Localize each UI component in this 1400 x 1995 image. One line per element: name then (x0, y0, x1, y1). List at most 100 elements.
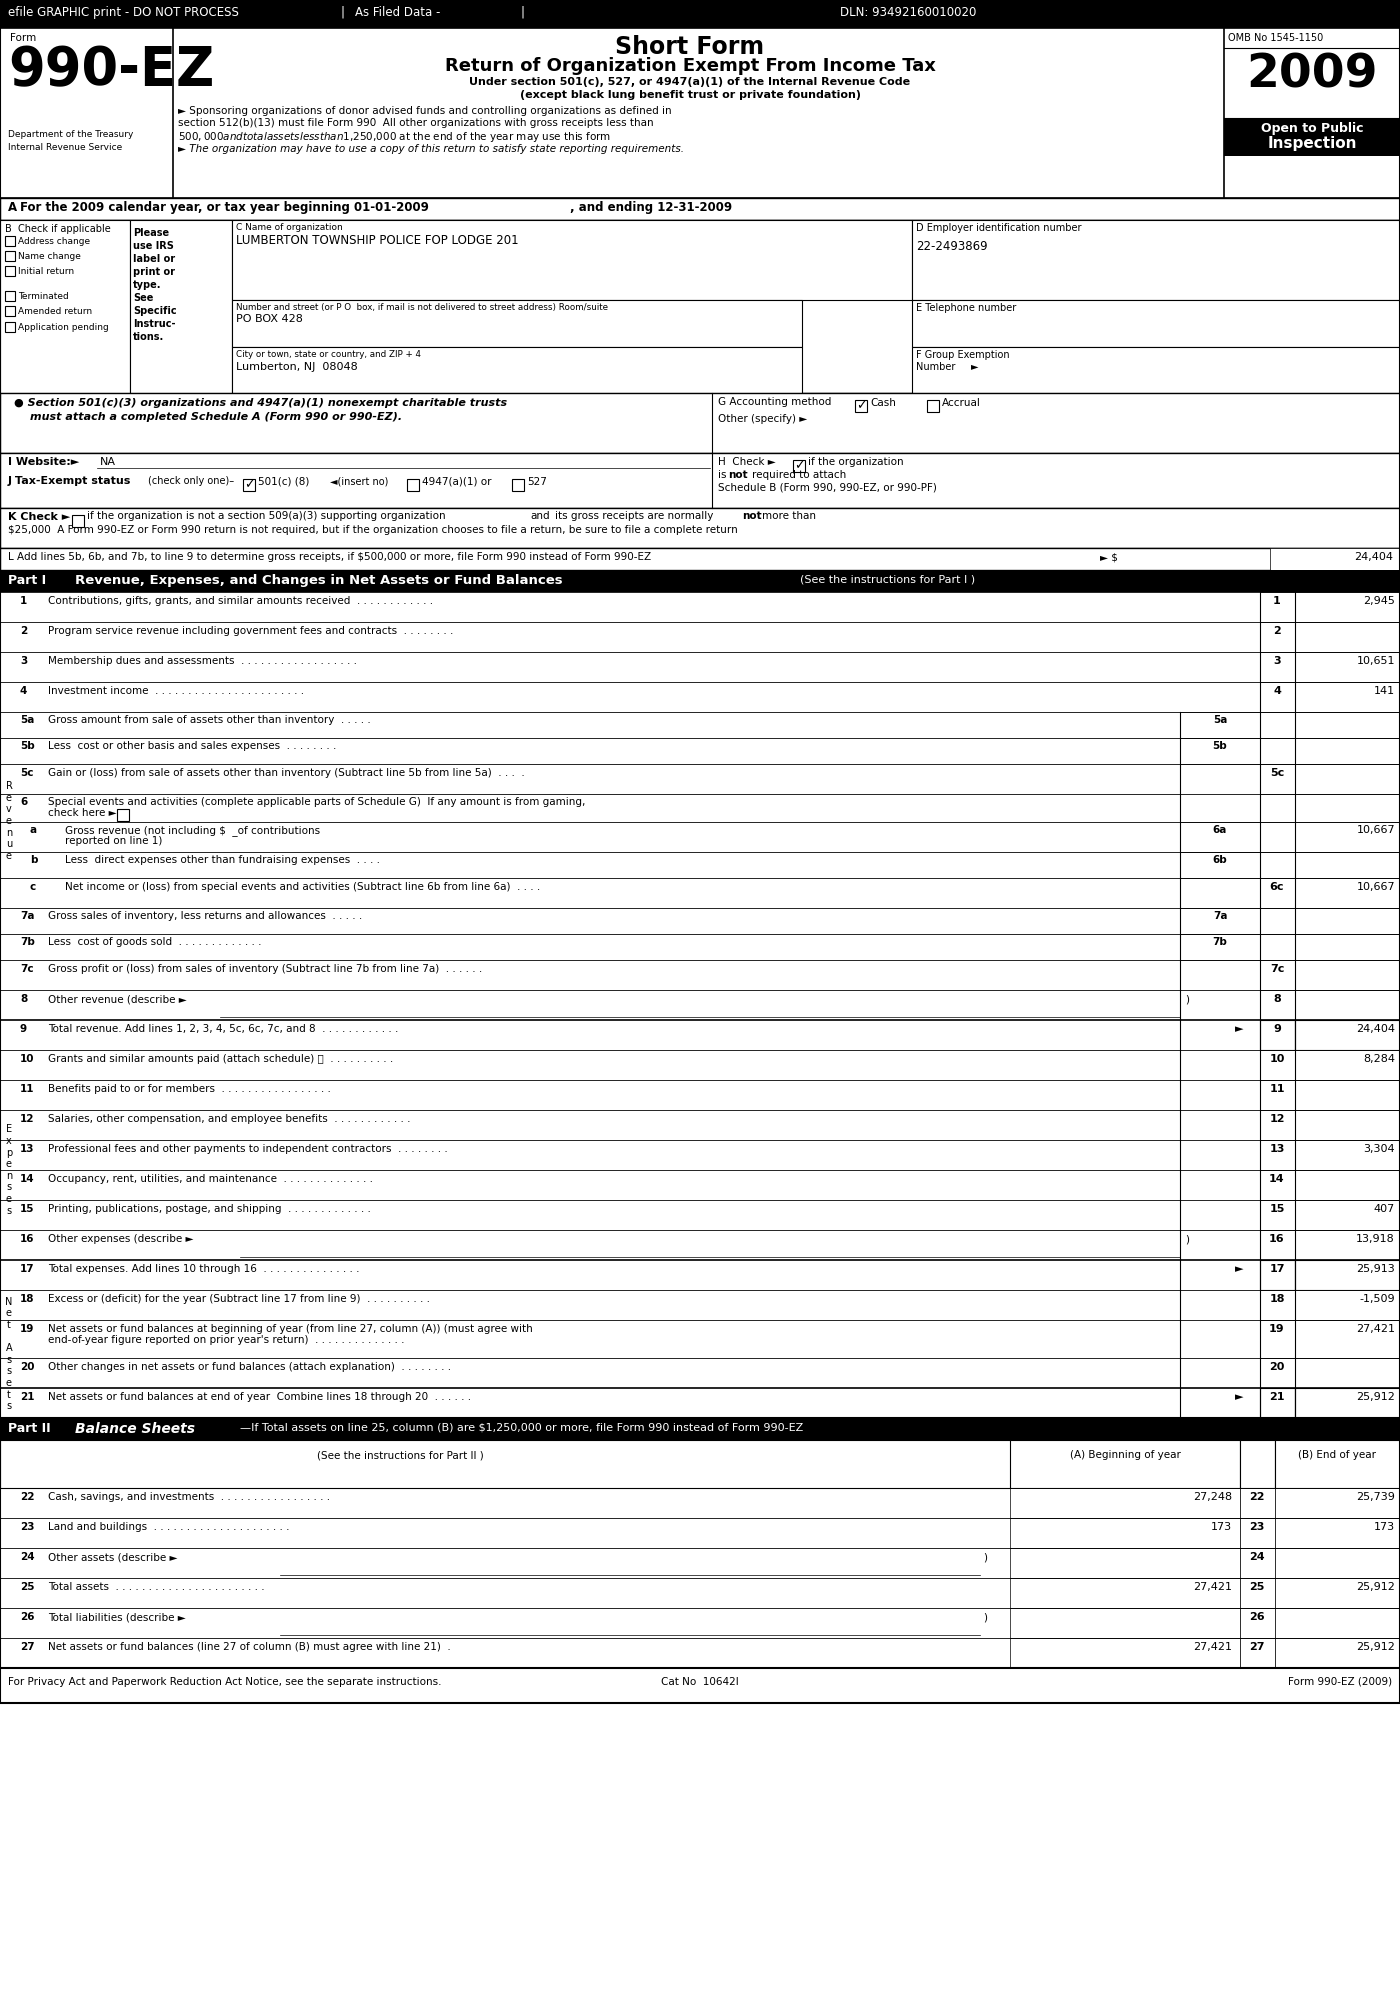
Bar (1260, 712, 1400, 738)
Text: 24: 24 (20, 1552, 35, 1562)
Text: 20: 20 (20, 1363, 35, 1373)
Text: Number     ►: Number ► (916, 361, 979, 371)
Text: Net assets or fund balances at end of year  Combine lines 18 through 20  . . . .: Net assets or fund balances at end of ye… (48, 1393, 472, 1402)
Text: 22: 22 (20, 1492, 35, 1502)
Text: 27,421: 27,421 (1193, 1582, 1232, 1592)
Bar (1295, 1359, 1400, 1389)
Text: F Group Exemption: F Group Exemption (916, 349, 1009, 359)
Text: 25: 25 (1249, 1582, 1264, 1592)
Text: 21: 21 (20, 1393, 35, 1402)
Bar (1260, 1359, 1295, 1389)
Bar (911, 219, 1400, 299)
Text: Lumberton, NJ  08048: Lumberton, NJ 08048 (237, 361, 358, 371)
Bar (0, 571, 1400, 593)
Bar (1180, 852, 1260, 878)
Text: (check only one)–: (check only one)– (148, 477, 234, 487)
Text: efile GRAPHIC print - DO NOT PROCESS: efile GRAPHIC print - DO NOT PROCESS (8, 6, 239, 20)
Text: end-of-year figure reported on prior year's return)  . . . . . . . . . . . . . .: end-of-year figure reported on prior yea… (48, 1335, 405, 1345)
Text: |: | (340, 6, 344, 20)
Text: 10,651: 10,651 (1357, 656, 1394, 666)
Bar (1260, 1261, 1295, 1291)
Text: PO BOX 428: PO BOX 428 (237, 313, 302, 323)
Text: Professional fees and other payments to independent contractors  . . . . . . . .: Professional fees and other payments to … (48, 1143, 448, 1153)
Text: LUMBERTON TOWNSHIP POLICE FOP LODGE 201: LUMBERTON TOWNSHIP POLICE FOP LODGE 201 (237, 233, 518, 247)
Text: Grants and similar amounts paid (attach schedule) 🌀  . . . . . . . . . .: Grants and similar amounts paid (attach … (48, 1053, 393, 1063)
Text: 25,912: 25,912 (1357, 1393, 1394, 1402)
Bar (1180, 738, 1260, 764)
Text: 12: 12 (20, 1113, 35, 1123)
Text: Please: Please (133, 227, 169, 237)
Text: Other changes in net assets or fund balances (attach explanation)  . . . . . . .: Other changes in net assets or fund bala… (48, 1363, 451, 1373)
Bar (1275, 1488, 1400, 1518)
Text: 14: 14 (1270, 1173, 1285, 1183)
Text: Balance Sheets: Balance Sheets (76, 1422, 195, 1436)
Bar (6, 291, 15, 301)
Text: Salaries, other compensation, and employee benefits  . . . . . . . . . . . .: Salaries, other compensation, and employ… (48, 1113, 410, 1123)
Bar (1224, 118, 1400, 156)
Text: As Filed Data -: As Filed Data - (356, 6, 441, 20)
Text: Amended return: Amended return (18, 307, 92, 315)
Text: ✓: ✓ (244, 479, 255, 491)
Text: 19: 19 (1270, 1325, 1285, 1335)
Text: 26: 26 (20, 1612, 35, 1622)
Text: 4: 4 (1273, 686, 1281, 696)
Text: 15: 15 (20, 1205, 35, 1215)
Text: Other expenses (describe ►: Other expenses (describe ► (48, 1235, 193, 1245)
Text: 501(c) (8): 501(c) (8) (258, 477, 309, 487)
Text: Cat No  10642I: Cat No 10642I (661, 1678, 739, 1688)
Bar (1295, 990, 1400, 1019)
Text: 21: 21 (1270, 1393, 1285, 1402)
Text: J Tax-Exempt status: J Tax-Exempt status (8, 477, 132, 487)
Text: 10,667: 10,667 (1357, 826, 1394, 836)
Text: R
e
v
e
n
u
e: R e v e n u e (6, 782, 13, 860)
Text: 11: 11 (1270, 1083, 1285, 1093)
Text: 527: 527 (526, 477, 547, 487)
Bar (6, 235, 15, 245)
Text: Gross profit or (loss) from sales of inventory (Subtract line 7b from line 7a)  : Gross profit or (loss) from sales of inv… (48, 964, 482, 974)
Text: |: | (519, 6, 524, 20)
Bar (1260, 852, 1400, 878)
Bar (1295, 652, 1400, 682)
Text: 25,913: 25,913 (1357, 1265, 1394, 1275)
Text: $25,000  A Form 990-EZ or Form 990 return is not required, but if the organizati: $25,000 A Form 990-EZ or Form 990 return… (8, 525, 738, 535)
Text: 7c: 7c (20, 964, 34, 974)
Bar (1009, 1548, 1240, 1578)
Bar (0, 0, 1400, 28)
Text: 24: 24 (1249, 1552, 1264, 1562)
Text: G Accounting method: G Accounting method (718, 397, 832, 407)
Bar (1275, 1548, 1400, 1578)
Text: D Employer identification number: D Employer identification number (916, 223, 1081, 233)
Text: 9: 9 (1273, 1023, 1281, 1033)
Text: Open to Public: Open to Public (1261, 122, 1364, 136)
Bar (927, 401, 939, 413)
Text: (See the instructions for Part I ): (See the instructions for Part I ) (799, 575, 976, 585)
Bar (1180, 908, 1260, 934)
Text: City or town, state or country, and ZIP + 4: City or town, state or country, and ZIP … (237, 349, 421, 359)
Text: not: not (742, 511, 762, 521)
Text: 15: 15 (1270, 1205, 1285, 1215)
Text: Accrual: Accrual (942, 397, 981, 409)
Bar (0, 1440, 1400, 1488)
Text: 8: 8 (1273, 994, 1281, 1003)
Bar (6, 265, 15, 275)
Text: Other assets (describe ►: Other assets (describe ► (48, 1552, 178, 1562)
Text: 27: 27 (1249, 1642, 1264, 1652)
Bar (1295, 764, 1400, 794)
Bar (1180, 934, 1260, 960)
Text: 2: 2 (20, 626, 27, 636)
Text: 22-2493869: 22-2493869 (916, 239, 987, 253)
Text: Net income or (loss) from special events and activities (Subtract line 6b from l: Net income or (loss) from special events… (64, 882, 540, 892)
Bar (1260, 908, 1400, 934)
Bar (1260, 1019, 1295, 1049)
Text: ): ) (983, 1552, 987, 1562)
Text: Less  cost or other basis and sales expenses  . . . . . . . .: Less cost or other basis and sales expen… (48, 740, 336, 750)
Bar (1295, 1261, 1400, 1291)
Bar (1009, 1440, 1240, 1488)
Text: —If Total assets on line 25, column (B) are $1,250,000 or more, file Form 990 in: —If Total assets on line 25, column (B) … (239, 1422, 804, 1432)
Bar (1009, 1518, 1240, 1548)
Text: I Website:►: I Website:► (8, 457, 80, 467)
Text: 10: 10 (20, 1053, 35, 1063)
Bar (6, 321, 15, 331)
Text: 17: 17 (20, 1265, 35, 1275)
Text: 7a: 7a (20, 912, 35, 922)
